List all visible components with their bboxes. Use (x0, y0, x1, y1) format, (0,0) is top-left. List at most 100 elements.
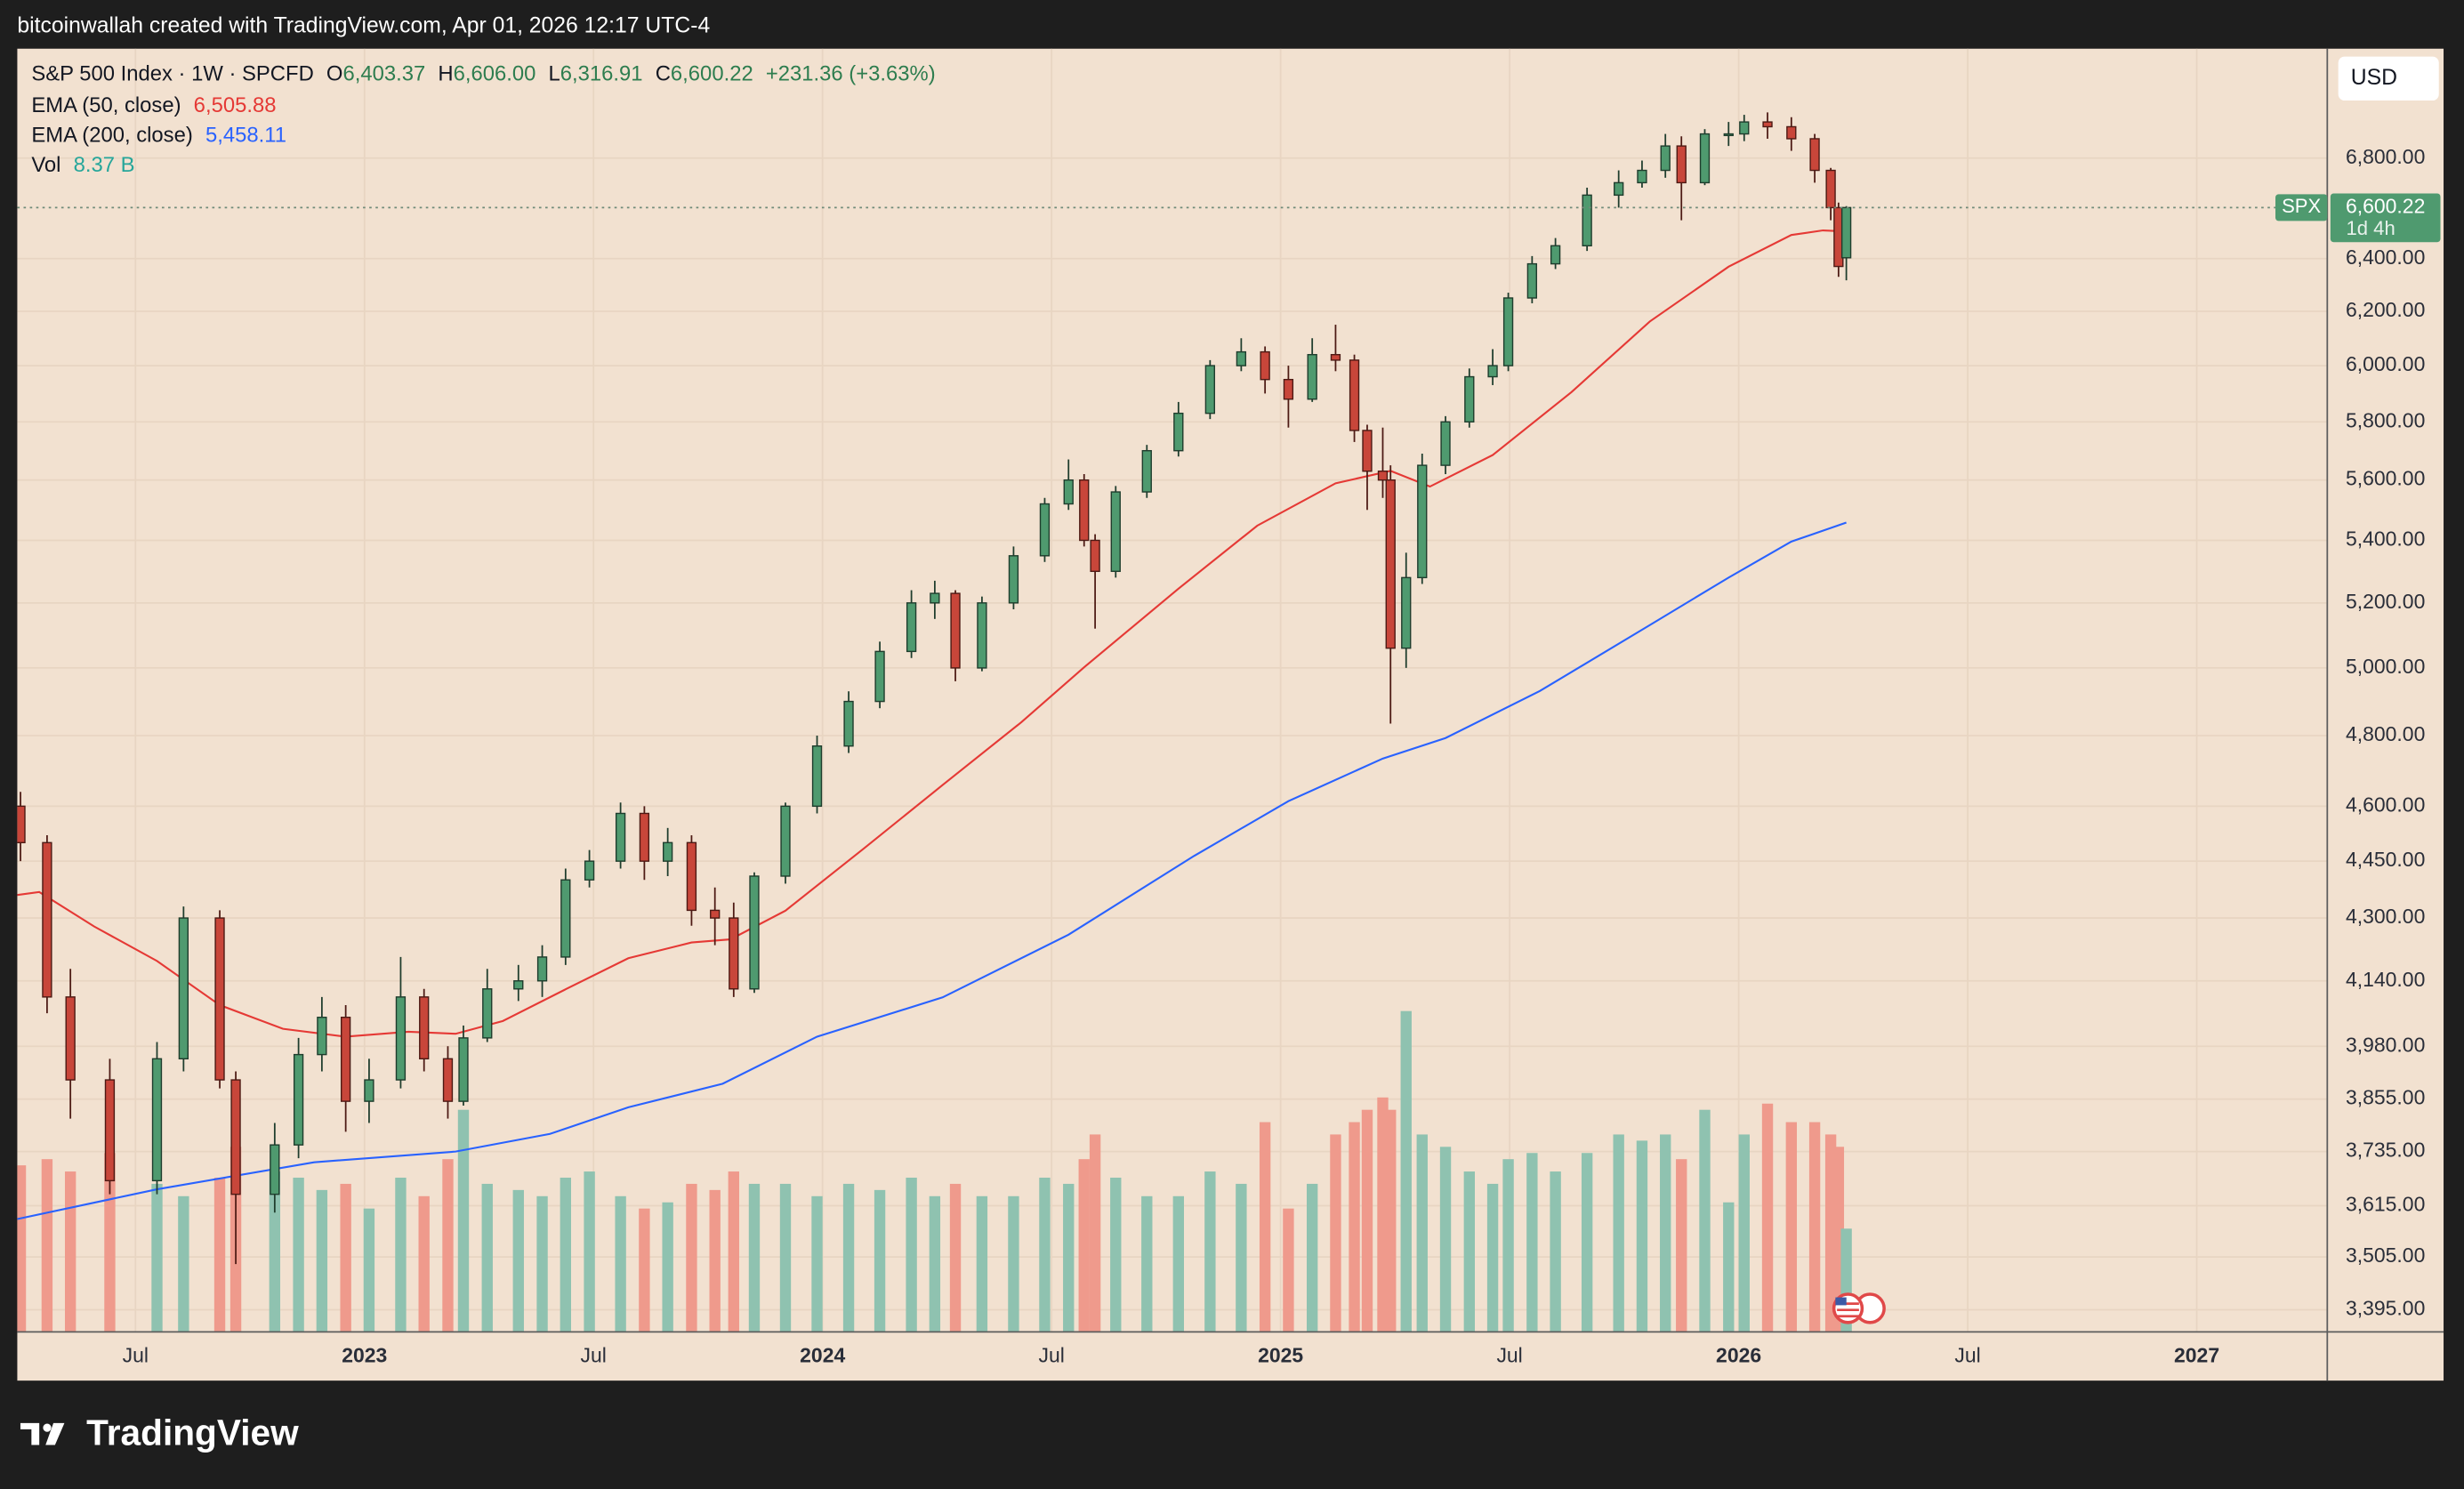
volume-bar (1526, 1153, 1538, 1332)
candle-body (1487, 365, 1498, 378)
volume-bar (536, 1195, 548, 1332)
volume-bar (709, 1189, 721, 1332)
currency-button[interactable]: USD (2338, 56, 2439, 101)
candle-body (1385, 479, 1396, 649)
volume-bar (1063, 1183, 1075, 1332)
countdown: 1d 4h (2347, 217, 2396, 239)
volume-bar (1400, 1010, 1412, 1332)
candle-body (639, 812, 650, 862)
volume-bar (1283, 1208, 1294, 1332)
indicator-value: 6,505.88 (194, 93, 277, 117)
volume-bar (17, 1165, 27, 1332)
volume-bar (1008, 1195, 1019, 1332)
volume-bar (104, 1153, 116, 1332)
volume-bar (748, 1183, 761, 1332)
volume-bar (1636, 1140, 1648, 1332)
volume-bar (178, 1195, 189, 1332)
event-flags[interactable] (1832, 1292, 1886, 1324)
volume-bar (41, 1159, 53, 1332)
candle-body (293, 1053, 304, 1146)
currency-button-bg[interactable] (2338, 56, 2439, 101)
x-tick-label: Jul (1496, 1344, 1522, 1367)
volume-bar (1808, 1122, 1821, 1332)
volume-bar (906, 1177, 917, 1332)
y-tick-label: 6,400.00 (2346, 245, 2425, 269)
axes: 3,395.00 3,505.00 3,615.00 3,735.00 3,855.00… (123, 145, 2426, 1367)
volume-bar (1259, 1122, 1271, 1332)
ohlc-value: 6,600.22 (671, 62, 753, 86)
volume-bar (213, 1177, 226, 1332)
volume-bar (269, 1171, 281, 1332)
volume-bar (929, 1195, 941, 1332)
volume-bar (1676, 1159, 1687, 1332)
candle-body (1110, 491, 1121, 573)
volume-bar (874, 1189, 886, 1332)
candle-body (950, 592, 961, 669)
candle-body (1377, 471, 1389, 481)
x-tick-label: Jul (1954, 1344, 1980, 1367)
volume-bar (1550, 1171, 1561, 1332)
volume-bar (1236, 1183, 1247, 1332)
candle-body (1637, 169, 1647, 184)
candle-body (151, 1058, 163, 1182)
indicator-value: 8.37 B (74, 153, 135, 177)
candle-body (1283, 378, 1294, 400)
volume-bar (1141, 1195, 1153, 1332)
x-tick-label: 2027 (2174, 1344, 2219, 1367)
candle-body (749, 875, 760, 990)
candle-body (1039, 503, 1051, 557)
y-tick-label: 3,980.00 (2346, 1033, 2425, 1056)
price-label: 6,600.22 (2346, 194, 2425, 217)
candle-body (615, 812, 626, 862)
footer-logo: TradingView (20, 1413, 299, 1453)
volume-bar (811, 1195, 823, 1332)
candle-body (482, 988, 493, 1039)
x-tick-label: 2025 (1258, 1344, 1303, 1367)
candle-body (1440, 421, 1451, 466)
candle-body (230, 1079, 241, 1195)
candle-body (1786, 125, 1797, 140)
volume-bar (1761, 1103, 1774, 1332)
volume-bar (1361, 1109, 1373, 1332)
candle-body (178, 917, 189, 1060)
candle-body (1330, 353, 1341, 361)
volume-bar (1486, 1183, 1499, 1332)
volume-bar (1660, 1134, 1671, 1332)
candle-body (1173, 412, 1184, 452)
volume-bar (1723, 1202, 1735, 1332)
volume-bar (949, 1183, 962, 1332)
volume-bar (1385, 1109, 1397, 1332)
volume-bar (686, 1183, 697, 1332)
candle-body (42, 841, 52, 998)
volume-bar (512, 1189, 524, 1332)
logo-mark (20, 1422, 40, 1445)
attribution: bitcoinwallah created with TradingView.c… (17, 14, 710, 38)
candle-body (1762, 121, 1773, 128)
volume-bar (1785, 1122, 1798, 1332)
candle-body (442, 1058, 454, 1102)
change: +231.36 (+3.63%) (766, 62, 936, 86)
volume-bar (1613, 1134, 1624, 1332)
y-tick-label: 4,450.00 (2346, 848, 2425, 871)
volume-bar (457, 1109, 470, 1332)
candle-body (930, 592, 940, 604)
indicator-name: EMA (50, close) (31, 93, 181, 117)
ohlc-value: 6,606.00 (454, 62, 536, 86)
volume-bar (662, 1202, 673, 1332)
volume-bar (639, 1208, 650, 1332)
candle-body (1723, 133, 1734, 137)
x-tick-label: Jul (581, 1344, 607, 1367)
volume-bar (481, 1183, 493, 1332)
candle-body (1614, 181, 1624, 197)
volume-bar (560, 1177, 572, 1332)
volume-bar (418, 1195, 430, 1332)
x-tick-label: 2026 (1716, 1344, 1761, 1367)
legend-ema50: EMA (50, close) 6,505.88 (31, 93, 276, 117)
ohlc-key: C (656, 62, 671, 86)
y-tick-label: 5,800.00 (2346, 408, 2425, 431)
x-tick-label: Jul (1039, 1344, 1065, 1367)
volume-bar (1416, 1134, 1428, 1332)
currency-label[interactable]: USD (2351, 66, 2397, 90)
y-tick-label: 3,615.00 (2346, 1193, 2425, 1216)
candle-body (1307, 353, 1317, 400)
